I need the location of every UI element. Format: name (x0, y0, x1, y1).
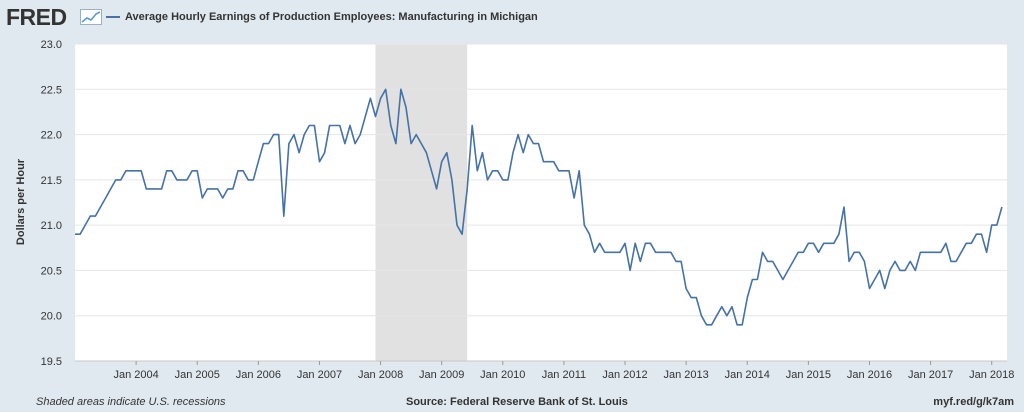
x-tick-label: Jan 2006 (236, 369, 281, 381)
y-tick-label: 20.5 (41, 265, 62, 277)
x-tick-label: Jan 2005 (175, 369, 220, 381)
y-tick-label: 20.0 (41, 311, 62, 323)
recession-note: Shaded areas indicate U.S. recessions (36, 396, 226, 408)
x-tick-label: Jan 2015 (786, 369, 831, 381)
x-tick-label: Jan 2018 (969, 369, 1014, 381)
chart-area: 19.5 20.0 20.5 21.0 21.5 22.0 22.5 23.0 Jan 200… (15, 39, 1014, 381)
chart-legend: Average Hourly Earnings of Production Em… (106, 11, 538, 23)
fred-logo[interactable]: FRED (6, 4, 67, 30)
y-axis-label: Dollars per Hour (15, 158, 27, 245)
series-title: Average Hourly Earnings of Production Em… (125, 11, 538, 23)
source-note: Source: Federal Reserve Bank of St. Loui… (406, 396, 628, 408)
legend-swatch (106, 16, 120, 18)
x-tick-label: Jan 2009 (419, 369, 464, 381)
x-tick-label: Jan 2014 (725, 369, 770, 381)
chart-footer: Shaded areas indicate U.S. recessions So… (0, 394, 1024, 412)
series-layer (75, 88, 1003, 326)
x-tick-label: Jan 2013 (664, 369, 709, 381)
x-axis-ticks: Jan 2004 Jan 2005 Jan 2006 Jan 2007 Jan 2008… (75, 360, 1014, 381)
x-tick-label: Jan 2017 (908, 369, 953, 381)
y-tick-label: 21.0 (41, 220, 62, 232)
y-tick-label: 22.0 (41, 130, 62, 142)
x-tick-label: Jan 2012 (602, 369, 647, 381)
x-tick-label: Jan 2011 (542, 369, 586, 381)
fred-trend-icon (80, 9, 102, 25)
x-tick-label: Jan 2004 (113, 369, 158, 381)
y-tick-label: 19.5 (41, 356, 62, 368)
short-url-link[interactable]: myf.red/g/k7am (933, 396, 1014, 408)
chart-header: FRED Average Hourly Earnings of Producti… (0, 0, 1024, 36)
x-tick-label: Jan 2010 (480, 369, 525, 381)
y-axis-ticks: 19.5 20.0 20.5 21.0 21.5 22.0 22.5 23.0 (41, 39, 62, 368)
y-tick-label: 23.0 (41, 39, 62, 51)
y-tick-label: 21.5 (41, 175, 62, 187)
x-tick-label: Jan 2016 (847, 369, 892, 381)
series-line (75, 88, 1003, 326)
recession-band (375, 44, 468, 361)
y-tick-label: 22.5 (41, 84, 62, 96)
x-tick-label: Jan 2007 (297, 369, 342, 381)
x-tick-label: Jan 2008 (358, 369, 403, 381)
recession-shading-layer (375, 44, 468, 361)
plot-background (75, 44, 1007, 361)
